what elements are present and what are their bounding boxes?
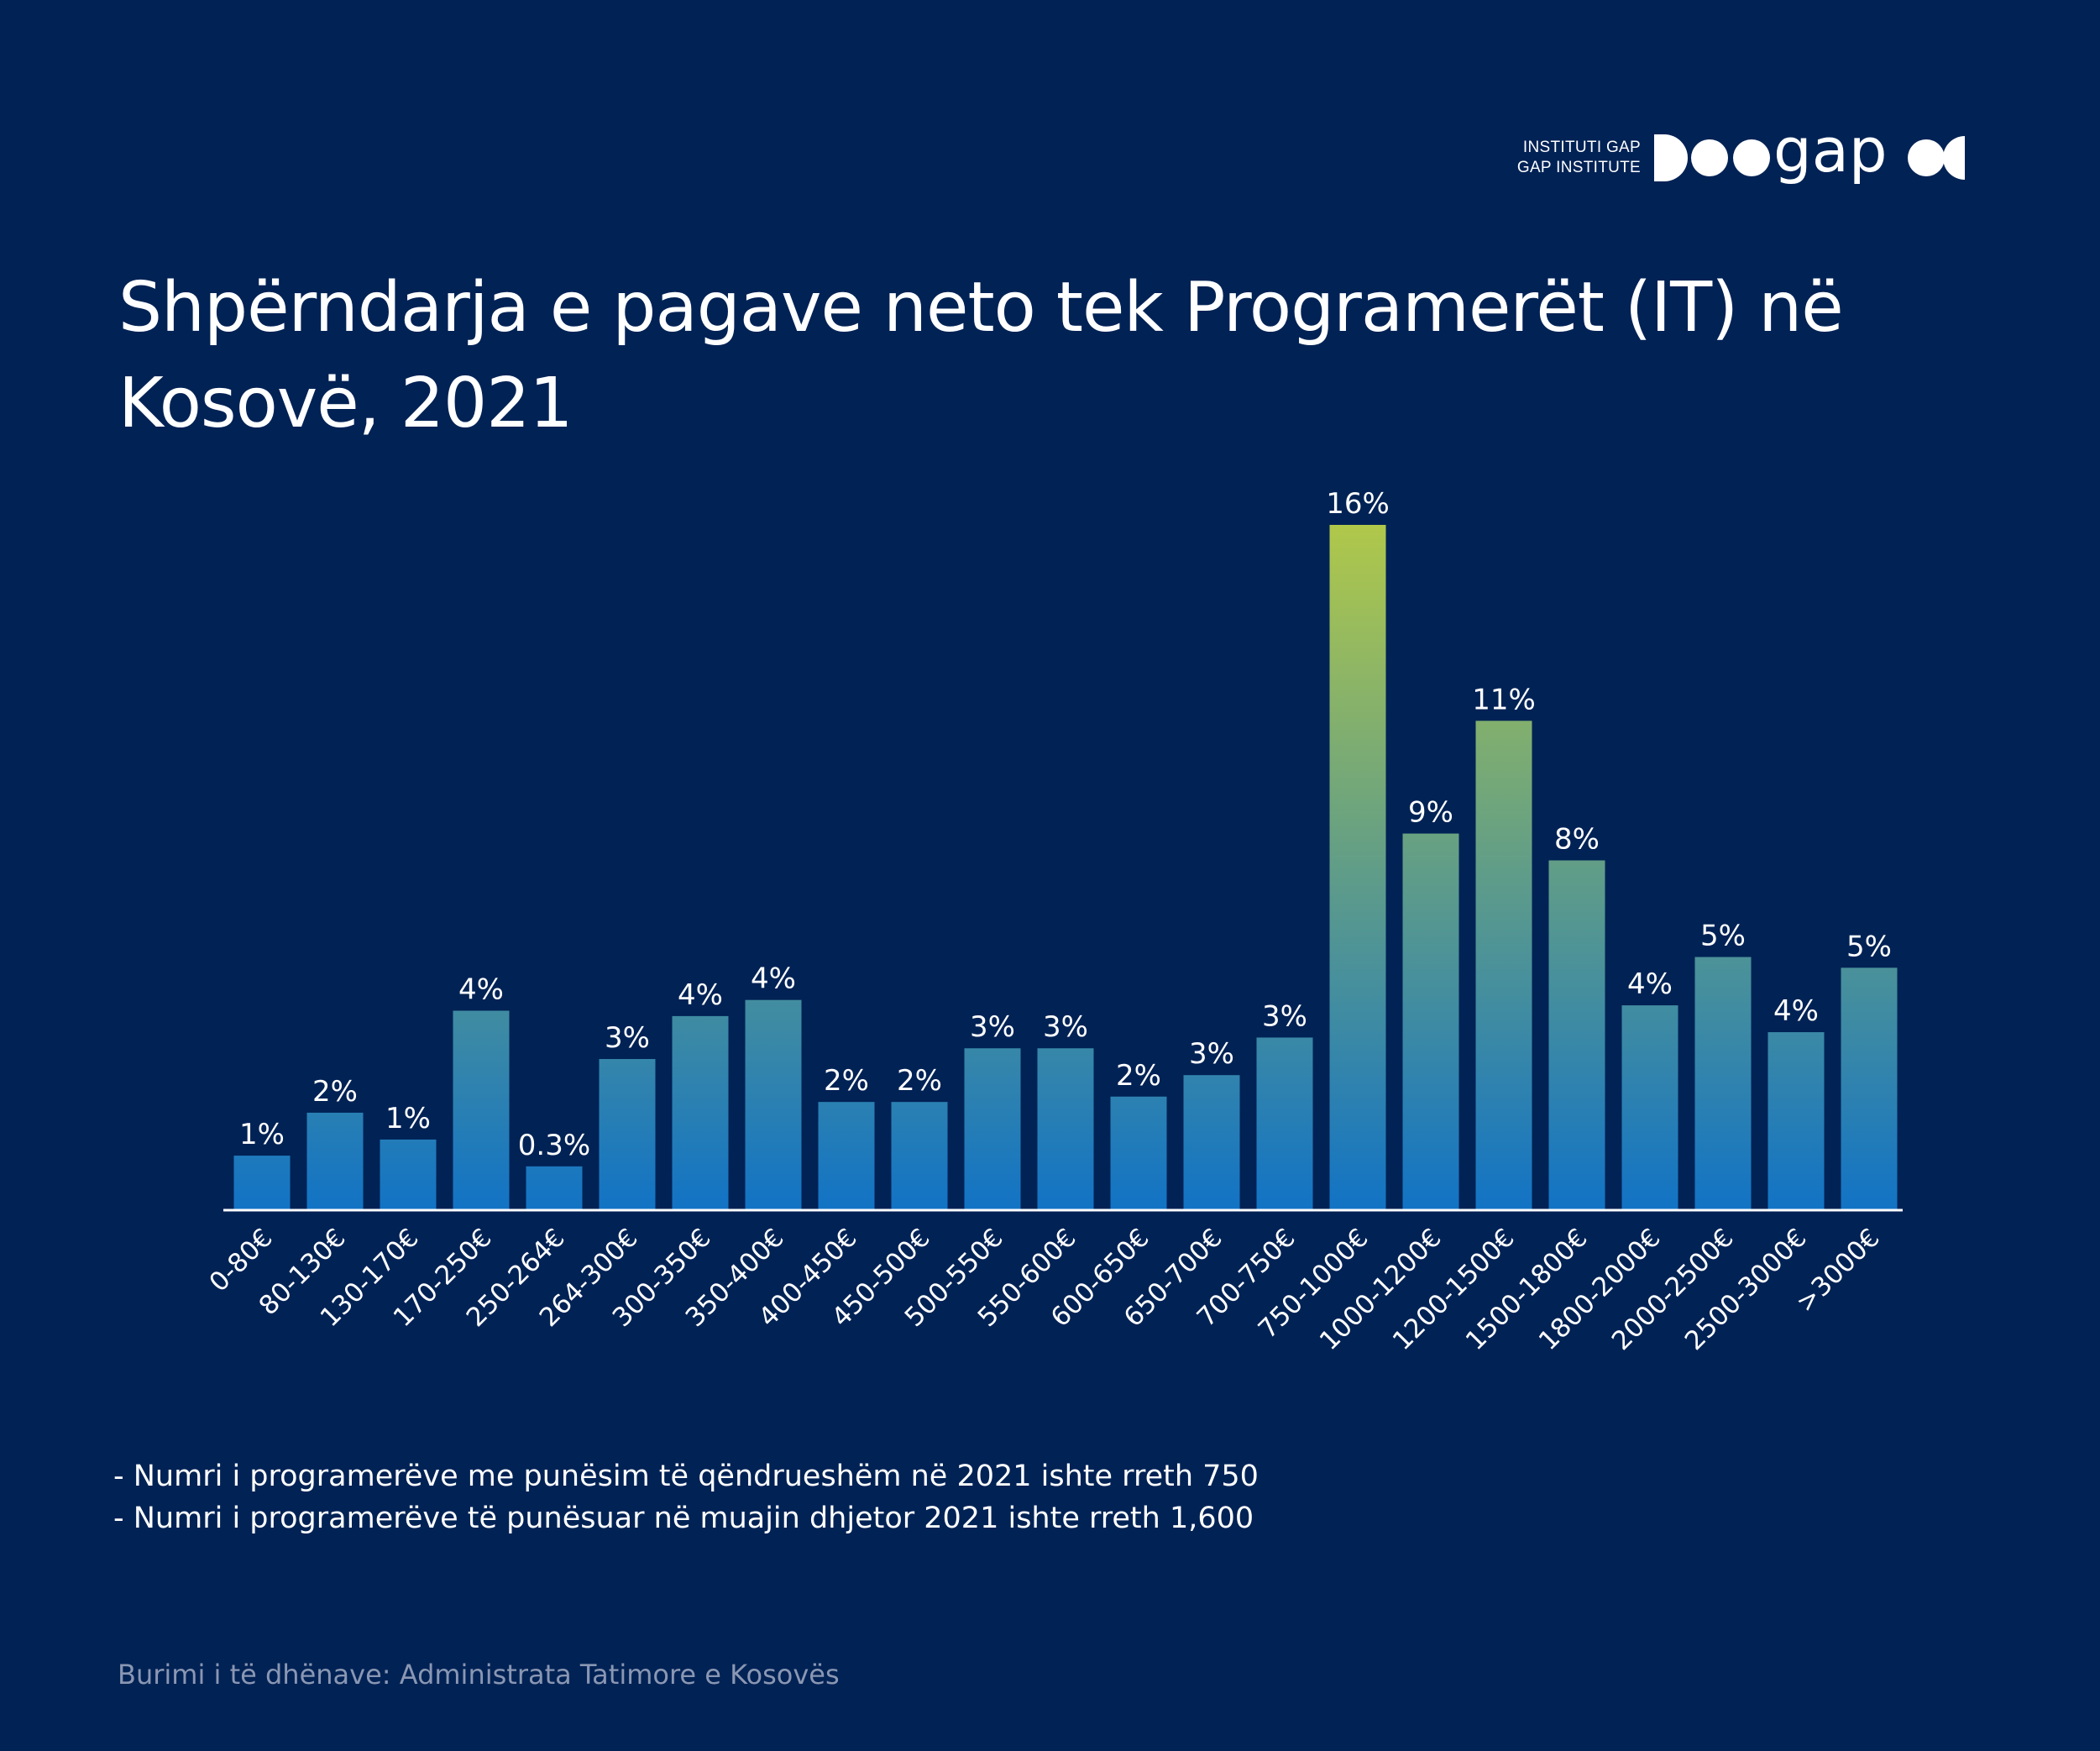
- bar-value-label: 1%: [239, 1118, 285, 1151]
- bar-value-label: 3%: [1043, 1010, 1088, 1044]
- bar-value-label: 3%: [605, 1021, 650, 1055]
- chart-title: Shpërndarja e pagave neto tek Programerë…: [118, 268, 1844, 443]
- note-1: - Numri i programerëve me punësim të qën…: [113, 1460, 1259, 1493]
- bar-value-label: 5%: [1846, 930, 1892, 963]
- bar-20: [1694, 957, 1752, 1209]
- bar-value-label: 4%: [458, 972, 504, 1006]
- x-tick-labels: 0-80€80-130€130-170€170-250€250-264€264-…: [203, 1223, 1885, 1356]
- bar-16: [1402, 833, 1459, 1209]
- bar-7: [745, 999, 802, 1209]
- bar-value-label: 2%: [897, 1064, 942, 1098]
- bar-10: [964, 1048, 1021, 1209]
- bar-value-label: 5%: [1700, 920, 1746, 953]
- brand-text: INSTITUTI GAP GAP INSTITUTE: [1517, 138, 1641, 178]
- brand-line-1: INSTITUTI GAP: [1522, 139, 1641, 156]
- bar-value-label: 1%: [385, 1102, 431, 1135]
- bar-value-label: 2%: [824, 1064, 869, 1098]
- bar-chart: 1% 2% 1% 4% 0.3% 3% 4% 4% 2% 2% 3% 3% 2% 3% 3% 16% 9% 11%…: [203, 487, 1903, 1356]
- bar-11: [1037, 1048, 1094, 1209]
- bar-value-label: 2%: [312, 1075, 358, 1109]
- bar-value-label: 4%: [1627, 967, 1673, 1001]
- bar-12: [1110, 1096, 1167, 1209]
- source-text: Burimi i të dhënave: Administrata Tatimo…: [118, 1659, 840, 1691]
- note-2: - Numri i programerëve të punësuar në mu…: [113, 1502, 1254, 1535]
- bar-2: [380, 1139, 437, 1209]
- bar-value-label: 4%: [751, 962, 796, 996]
- bar-value-label: 9%: [1408, 796, 1453, 830]
- bar-1: [306, 1112, 364, 1209]
- bar-17: [1475, 721, 1532, 1209]
- bars: [233, 525, 1898, 1209]
- brand-line-2: GAP INSTITUTE: [1516, 159, 1641, 176]
- bar-value-label: 2%: [1116, 1059, 1161, 1093]
- bar-value-label: 0.3%: [518, 1129, 590, 1162]
- bar-19: [1621, 1005, 1678, 1209]
- bar-14: [1256, 1037, 1313, 1209]
- bar-21: [1767, 1032, 1825, 1209]
- bar-value-label: 4%: [678, 978, 723, 1012]
- value-labels: 1% 2% 1% 4% 0.3% 3% 4% 4% 2% 2% 3% 3% 2% 3% 3% 16% 9% 11%…: [239, 487, 1892, 1162]
- bar-value-label: 16%: [1326, 487, 1390, 521]
- brand: INSTITUTI GAP GAP INSTITUTE gap: [1517, 131, 1965, 185]
- bar-15: [1329, 525, 1386, 1209]
- bar-value-label: 4%: [1773, 994, 1819, 1028]
- bar-6: [672, 1015, 729, 1209]
- bar-value-label: 3%: [970, 1010, 1015, 1044]
- bar-0: [233, 1156, 291, 1209]
- bar-3: [453, 1010, 510, 1209]
- bar-13: [1183, 1075, 1240, 1209]
- bar-8: [818, 1102, 875, 1209]
- bar-value-label: 11%: [1472, 683, 1536, 716]
- bar-5: [599, 1059, 656, 1209]
- logo-wordmark: gap: [1773, 131, 1888, 185]
- bar-18: [1548, 860, 1605, 1209]
- bar-9: [891, 1102, 948, 1209]
- bar-22: [1841, 967, 1898, 1209]
- gap-logo-icon: gap: [1654, 131, 1965, 185]
- bar-value-label: 3%: [1262, 999, 1307, 1033]
- bar-value-label: 8%: [1554, 823, 1600, 857]
- bar-value-label: 3%: [1189, 1037, 1234, 1071]
- notes: - Numri i programerëve me punësim të qën…: [113, 1455, 1259, 1539]
- bar-4: [526, 1166, 583, 1209]
